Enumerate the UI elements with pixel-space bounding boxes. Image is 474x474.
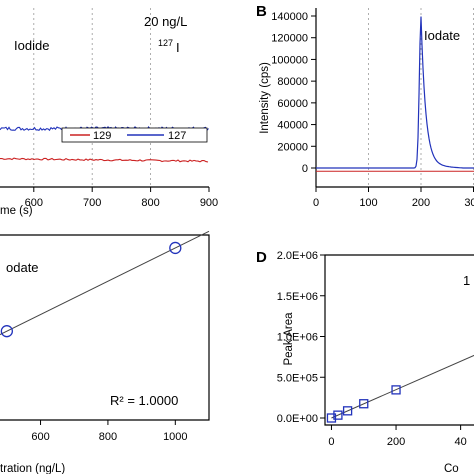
panel-c-point-0	[0, 325, 13, 338]
panel-a-concentration-label: 20 ng/L	[144, 14, 187, 29]
panel-d-y-tick-label-1.5E+06: 1.5E+06	[277, 291, 318, 303]
panel-c-point-1	[169, 241, 182, 255]
panel-d-x-tick-label-40: 40	[455, 436, 467, 448]
panel-a-x-tick-label-600: 600	[25, 197, 43, 209]
panel-b-y-axis-label: Intensity (cps)	[259, 62, 271, 134]
panel-c-fit-line	[0, 230, 210, 336]
panel-a-legend-label-127: 127	[168, 130, 186, 142]
panel-d: D 0.0E+00 5.0E+05 1.0E+06 1.5E+06 2.0E+06 0 2…	[256, 249, 474, 474]
panel-a-x-tick-label-700: 700	[83, 197, 101, 209]
panel-d-point-2	[342, 406, 353, 416]
panel-b-y-tick-label-0: 0	[302, 163, 308, 175]
panel-b-y-tick-label-60000: 60000	[277, 98, 308, 110]
panel-b-y-tick-label-140000: 140000	[271, 11, 308, 23]
panel-a-legend: 129 127	[61, 127, 208, 143]
panel-b-y-tick-label-40000: 40000	[277, 120, 308, 132]
panel-c-species-label: odate	[6, 260, 39, 275]
panel-a-peak-label: Iodide	[14, 38, 49, 53]
panel-d-y-tick-label-1.0E+06: 1.0E+06	[277, 332, 318, 344]
panel-d-point-4	[391, 385, 401, 395]
panel-a-isotope-element: I	[176, 40, 180, 55]
panel-d-frame	[324, 254, 474, 426]
panel-d-y-tick-label-5.0E+05: 5.0E+05	[277, 372, 318, 384]
panel-a: 500600700800900 Iodide 20 ng/L 127 I 129…	[0, 8, 218, 217]
panel-a-legend-label-129: 129	[93, 130, 111, 142]
panel-b-x-tick-label-0: 0	[313, 197, 319, 209]
panel-b-series-127-line	[316, 16, 474, 169]
panel-a-x-tick-label-900: 900	[200, 197, 218, 209]
panel-d-y-tick-label-0.0E+00: 0.0E+00	[277, 413, 318, 425]
panel-d-x-tick-label-0: 0	[328, 436, 334, 448]
panel-b-letter: B	[256, 3, 267, 20]
panel-c-x-tick-label-600: 600	[31, 431, 49, 443]
panel-c-x-tick-label-800: 800	[99, 431, 117, 443]
panel-b-y-tick-label-100000: 100000	[271, 54, 308, 66]
panel-d-x-tick-label-200: 200	[387, 436, 405, 448]
panel-c: 600 800 1000 odate R² = 1.0000 tration (ng…	[0, 230, 210, 474]
panel-a-x-axis-label: me (s)	[0, 205, 33, 217]
panel-d-point-3	[359, 399, 369, 409]
panel-d-corner-text: 1	[463, 273, 470, 288]
panel-d-letter: D	[256, 249, 267, 266]
panel-a-series-129-line	[0, 157, 209, 163]
panel-b-x-tick-label-100: 100	[359, 197, 377, 209]
panel-a-isotope-mass: 127	[158, 38, 173, 48]
panel-b-y-tick-label-120000: 120000	[271, 33, 308, 45]
panel-b-y-tick-label-80000: 80000	[277, 76, 308, 88]
panel-d-fit-line	[331, 354, 474, 419]
panel-b-x-tick-label-300: 300	[464, 197, 474, 209]
panel-b-x-tick-label-200: 200	[412, 197, 430, 209]
panel-a-x-tick-label-800: 800	[141, 197, 159, 209]
panel-b-y-tick-label-20000: 20000	[277, 141, 308, 153]
panel-c-frame	[0, 234, 210, 421]
panel-d-y-axis-label: Peak Area	[283, 312, 295, 366]
panel-c-x-tick-label-1000: 1000	[163, 431, 187, 443]
panel-b: B 0 20000 40000 60000 80000 100000 120000 14000…	[256, 3, 474, 209]
panel-d-y-tick-label-2.0E+06: 2.0E+06	[277, 250, 318, 262]
panel-d-point-1	[333, 410, 343, 420]
panel-d-x-axis-label: Co	[444, 463, 459, 474]
panel-b-peak-label: Iodate	[424, 28, 460, 43]
panel-d-point-0	[326, 413, 337, 423]
panel-c-r2-label: R² = 1.0000	[110, 393, 178, 408]
panel-c-x-axis-label: tration (ng/L)	[0, 463, 65, 474]
